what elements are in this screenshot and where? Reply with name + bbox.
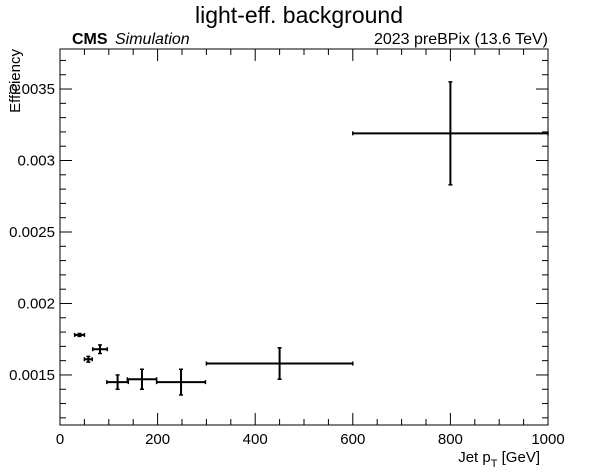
x-tick-label: 1000: [531, 431, 564, 448]
x-tick-label: 400: [243, 431, 268, 448]
x-tick-label: 600: [340, 431, 365, 448]
run-label: 2023 preBPix (13.6 TeV): [374, 31, 548, 48]
cms-sublabel: Simulation: [115, 31, 190, 48]
y-tick-label: 0.0015: [9, 367, 55, 384]
data-point: [155, 368, 207, 396]
cms-label: CMS: [72, 31, 108, 48]
data-point: [126, 368, 158, 391]
x-tick-label: 800: [438, 431, 463, 448]
x-axis-label: Jet pT [GeV]: [458, 449, 540, 470]
chart-title: light-eff. background: [195, 2, 403, 28]
x-tick-label: 200: [145, 431, 170, 448]
data-point: [83, 355, 93, 363]
y-axis-ticks: 0.0015 0.002 0.0025 0.003 0.0035: [9, 59, 548, 419]
plot-frame: [59, 48, 549, 426]
svg-text:Jet pT [GeV]: Jet pT [GeV]: [458, 449, 540, 470]
data-points: [73, 81, 549, 396]
data-point: [91, 344, 109, 355]
data-point: [106, 374, 130, 391]
x-axis-label-subscript: T: [491, 458, 498, 470]
y-tick-label: 0.0025: [9, 224, 55, 241]
y-tick-label: 0.0035: [9, 81, 55, 98]
y-axis-label: Efficiency: [7, 49, 24, 113]
data-point: [205, 347, 354, 381]
x-axis-label-unit: [GeV]: [497, 449, 540, 466]
data-point: [352, 81, 549, 186]
x-axis-label-main: Jet p: [458, 449, 491, 466]
y-tick-label: 0.002: [17, 295, 55, 312]
data-point: [73, 332, 86, 338]
x-tick-label: 0: [56, 431, 64, 448]
y-tick-label: 0.003: [17, 153, 55, 170]
x-axis-ticks: 0 200 400 600 800 1000: [56, 49, 565, 448]
